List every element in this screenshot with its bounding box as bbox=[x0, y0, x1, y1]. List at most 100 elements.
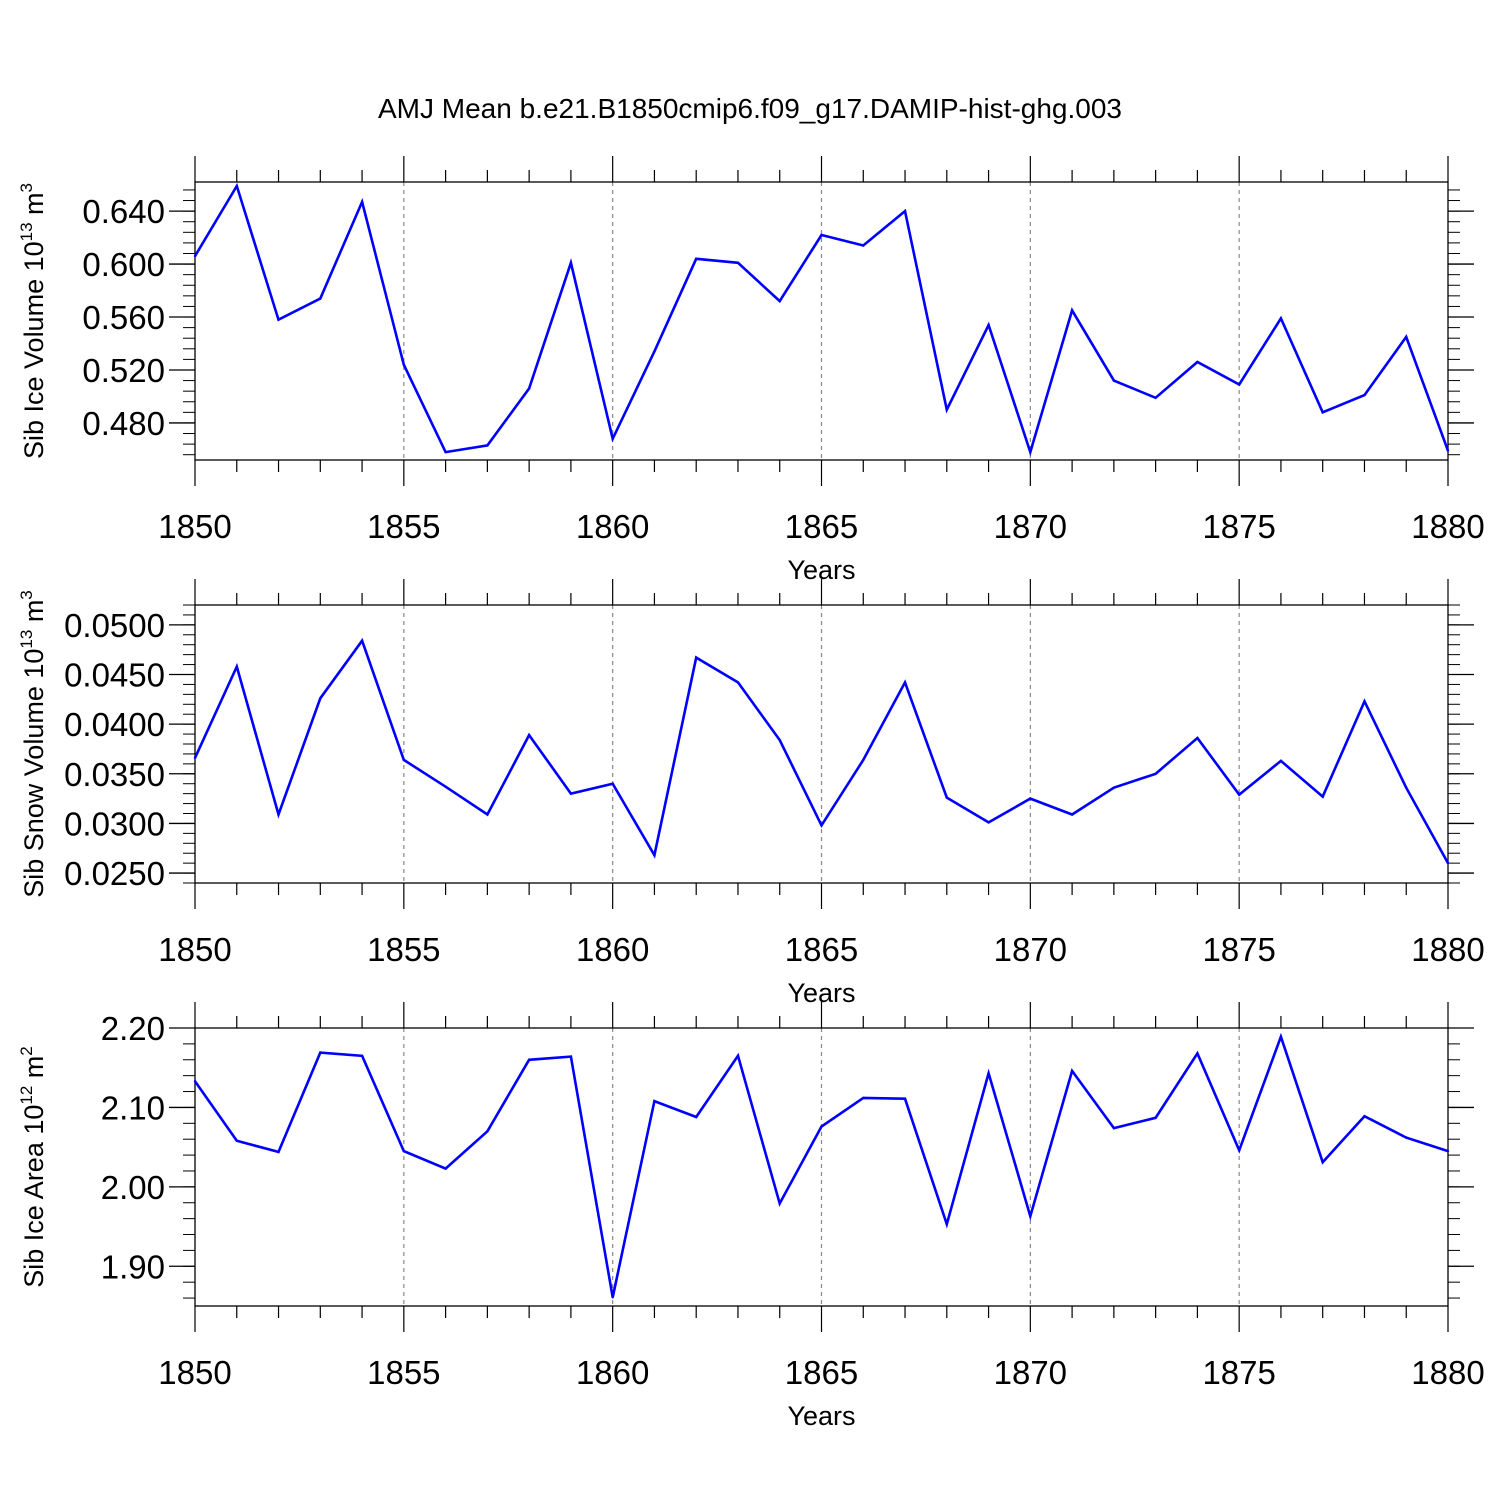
y-axis-title-unit-exponent: 2 bbox=[17, 1046, 36, 1055]
y-tick-label: 1.90 bbox=[101, 1248, 165, 1285]
ice-area-data-point bbox=[611, 1296, 614, 1299]
ice-volume-data-point bbox=[444, 450, 447, 454]
ice-volume-data-point bbox=[653, 350, 656, 353]
ice-area-data-point bbox=[945, 1222, 948, 1226]
snow-volume-data-point bbox=[1112, 786, 1116, 789]
ice-area-data-point bbox=[778, 1202, 781, 1205]
y-tick-label: 0.640 bbox=[82, 193, 165, 230]
snow-volume-data-point bbox=[1405, 786, 1408, 789]
snow-volume-data-point bbox=[402, 758, 406, 762]
ice-volume-data-point bbox=[319, 297, 322, 300]
x-tick-label: 1880 bbox=[1411, 1354, 1484, 1391]
ice-volume-data-point bbox=[277, 318, 280, 321]
y-tick-label: 0.560 bbox=[82, 299, 165, 336]
y-axis-title-exponent: 13 bbox=[17, 222, 36, 241]
snow-volume-data-point bbox=[945, 796, 948, 799]
ice-area-data-point bbox=[862, 1096, 865, 1100]
ice-area-data-point bbox=[736, 1054, 740, 1058]
snow-volume-data-point bbox=[987, 821, 990, 824]
ice-area-data-point bbox=[903, 1097, 907, 1100]
y-tick-label: 0.0250 bbox=[64, 855, 165, 892]
snow-volume-data-point bbox=[778, 738, 781, 742]
ice-volume-data-point bbox=[569, 261, 573, 264]
y-tick-label: 0.480 bbox=[82, 405, 165, 442]
y-axis-title-unit: m bbox=[19, 192, 49, 222]
ice-area-data-point bbox=[360, 1054, 364, 1058]
ice-area-data-point bbox=[235, 1139, 238, 1142]
ice-volume-data-point bbox=[235, 184, 238, 188]
y-axis-title-main: Sib Ice Volume 10 bbox=[19, 241, 49, 459]
snow-volume-data-point bbox=[527, 733, 531, 737]
ice-volume-data-point bbox=[778, 299, 781, 303]
x-tick-label: 1860 bbox=[576, 1354, 649, 1391]
x-tick-label: 1865 bbox=[785, 931, 858, 968]
y-tick-label: 0.600 bbox=[82, 246, 165, 283]
snow-volume-data-point bbox=[820, 824, 823, 827]
y-axis-title: Sib Ice Area 1012 m2 bbox=[17, 1046, 49, 1288]
snow-volume-data-point bbox=[193, 756, 197, 760]
snow-volume-data-point bbox=[1363, 700, 1366, 703]
ice-volume-data-point bbox=[862, 244, 865, 247]
ice-area-data-point bbox=[486, 1130, 489, 1133]
ice-area-data-point bbox=[193, 1080, 197, 1083]
x-tick-label: 1855 bbox=[367, 508, 440, 545]
y-tick-label: 2.10 bbox=[101, 1089, 165, 1126]
y-axis-title-main: Sib Ice Area 10 bbox=[19, 1105, 49, 1288]
x-tick-label: 1865 bbox=[785, 1354, 858, 1391]
ice-volume-data-point bbox=[193, 254, 197, 258]
y-tick-label: 2.20 bbox=[101, 1010, 165, 1047]
ice-volume-data-point bbox=[402, 363, 406, 366]
ice-area-data-point bbox=[1112, 1126, 1116, 1130]
ice-area-data-point bbox=[444, 1167, 447, 1170]
x-tick-label: 1870 bbox=[994, 1354, 1067, 1391]
x-axis-title: Years bbox=[787, 1401, 855, 1431]
x-tick-label: 1860 bbox=[576, 508, 649, 545]
snow-volume-data-point bbox=[736, 681, 740, 684]
ice-volume-data-point bbox=[527, 387, 531, 390]
snow-volume-data-point bbox=[360, 639, 364, 642]
x-tick-label: 1850 bbox=[158, 508, 231, 545]
y-tick-label: 2.00 bbox=[101, 1169, 165, 1206]
ice-area-data-point bbox=[987, 1072, 990, 1075]
snow-volume-data-point bbox=[1029, 797, 1032, 800]
y-tick-label: 0.0350 bbox=[64, 756, 165, 793]
ice-volume-data-point bbox=[820, 233, 823, 237]
ice-area-data-point bbox=[695, 1115, 698, 1119]
y-axis-title-exponent: 12 bbox=[17, 1086, 36, 1105]
snow-volume-data-point bbox=[1070, 813, 1074, 816]
x-tick-label: 1880 bbox=[1411, 508, 1484, 545]
x-tick-label: 1880 bbox=[1411, 931, 1484, 968]
y-tick-label: 0.520 bbox=[82, 352, 165, 389]
snow-volume-data-point bbox=[862, 758, 865, 762]
ice-area-data-point bbox=[1446, 1149, 1450, 1153]
snow-volume-data-point bbox=[486, 813, 489, 816]
panels: 0.480 0.520 0.560 0.600 0.640 1850 1855 1860 186… bbox=[17, 156, 1485, 1431]
ice-area-data-point bbox=[1029, 1215, 1032, 1218]
snow-volume-data-point bbox=[319, 697, 322, 700]
x-tick-label: 1850 bbox=[158, 931, 231, 968]
y-tick-label: 0.0300 bbox=[64, 805, 165, 842]
x-tick-label: 1870 bbox=[994, 931, 1067, 968]
x-tick-label: 1875 bbox=[1202, 508, 1275, 545]
ice-area-data-point bbox=[1237, 1149, 1241, 1152]
ice-area-data-point bbox=[1070, 1069, 1074, 1073]
ice-volume-data-point bbox=[987, 323, 990, 327]
figure-title: AMJ Mean b.e21.B1850cmip6.f09_g17.DAMIP-… bbox=[378, 93, 1122, 124]
ice-volume-data-point bbox=[1279, 317, 1283, 320]
snow-volume-data-point bbox=[695, 656, 698, 659]
y-tick-label: 0.0500 bbox=[64, 607, 165, 644]
y-axis-title-unit: m bbox=[19, 1056, 49, 1086]
y-axis-title-unit: m bbox=[19, 600, 49, 630]
ice-area-data-point bbox=[402, 1149, 406, 1153]
ice-area-data-point bbox=[1363, 1114, 1366, 1118]
snow-volume-data-point bbox=[903, 681, 907, 684]
ice-area-data-point bbox=[820, 1125, 823, 1128]
x-tick-label: 1850 bbox=[158, 1354, 231, 1391]
snow-volume-data-point bbox=[235, 665, 238, 668]
x-tick-label: 1875 bbox=[1202, 1354, 1275, 1391]
snow-volume-panel: 0.0250 0.0300 0.0350 0.0400 0.0450 0.0500 1850… bbox=[17, 579, 1485, 1008]
snow-volume-data-point bbox=[611, 782, 614, 785]
y-tick-label: 0.0450 bbox=[64, 657, 165, 694]
ice-area-data-point bbox=[1196, 1052, 1199, 1055]
